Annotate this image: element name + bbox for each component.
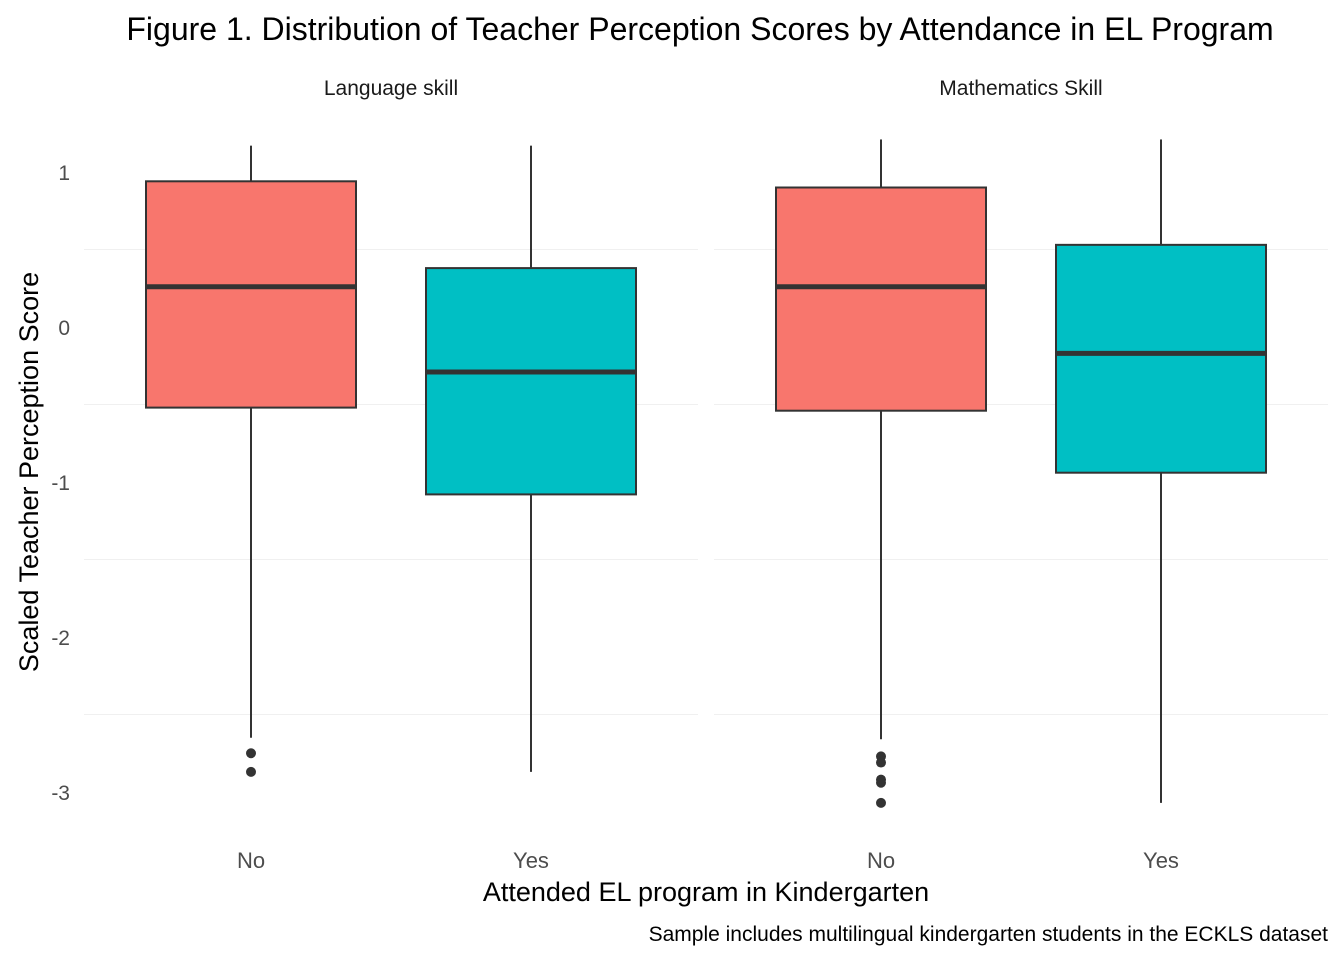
chart-caption: Sample includes multilingual kindergarte…: [649, 923, 1329, 946]
outlier-point: [246, 766, 256, 777]
y-tick-label: -2: [51, 627, 70, 650]
outlier-point: [876, 797, 886, 808]
y-tick-label: -3: [51, 782, 70, 805]
box-iqr: [1055, 243, 1267, 474]
boxplots: [145, 139, 1267, 808]
outlier-point: [876, 757, 886, 768]
boxplot-no-facet-2: [775, 139, 987, 808]
outlier-point: [246, 748, 256, 759]
outlier-point: [876, 777, 886, 788]
y-tick-label: -1: [51, 472, 70, 495]
x-tick-label: No: [237, 848, 265, 873]
x-tick-label: Yes: [513, 848, 549, 873]
boxplot-yes-facet-1: [425, 145, 637, 772]
x-tick-label: Yes: [1143, 848, 1179, 873]
y-tick-label: 1: [58, 162, 70, 185]
y-tick-label: 0: [58, 317, 70, 340]
chart-title: Figure 1. Distribution of Teacher Percep…: [126, 11, 1273, 47]
boxplot-no-facet-1: [145, 145, 357, 777]
x-axis-ticks: No Yes No Yes: [237, 848, 1179, 873]
box-iqr: [775, 186, 987, 412]
box-iqr: [425, 267, 637, 496]
facet-label-language: Language skill: [324, 77, 458, 100]
facet-label-mathematics: Mathematics Skill: [939, 77, 1102, 100]
x-axis-label: Attended EL program in Kindergarten: [483, 877, 929, 907]
x-tick-label: No: [867, 848, 895, 873]
y-axis-label: Scaled Teacher Perception Score: [14, 272, 44, 672]
box-iqr: [145, 180, 357, 409]
y-axis-ticks: 1 0 -1 -2 -3: [51, 162, 70, 805]
boxplot-yes-facet-2: [1055, 139, 1267, 803]
